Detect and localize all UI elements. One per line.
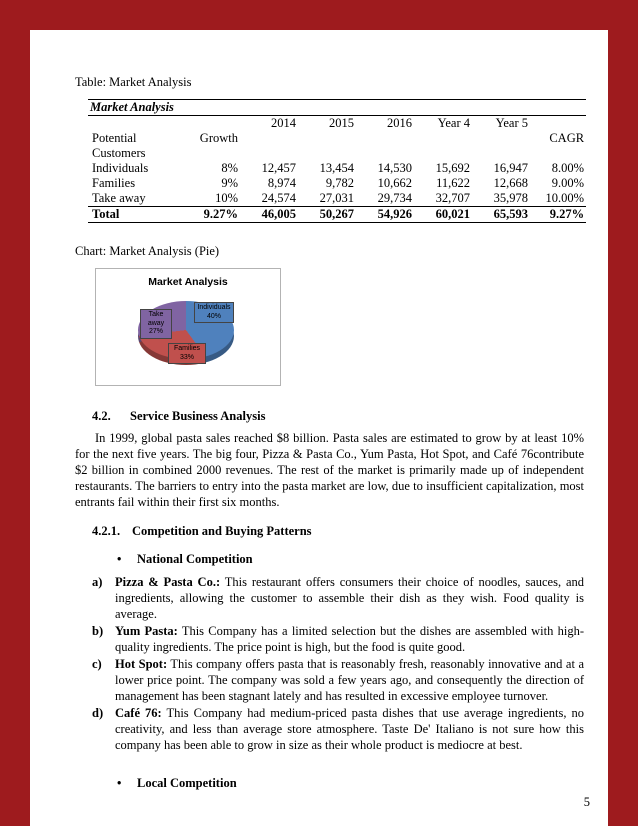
section-4-2-1-heading: 4.2.1. Competition and Buying Patterns [75, 523, 584, 539]
table-cell-growth: 8% [221, 161, 238, 175]
table-cell-value: 27,031 [319, 191, 354, 205]
table-title-row: Market Analysis [88, 99, 587, 116]
table-caption: Table: Market Analysis [75, 75, 192, 89]
slide-border-right [608, 0, 638, 826]
slide-border-left [0, 0, 30, 826]
competitor-list: a) Pizza & Pasta Co.: This restaurant of… [75, 574, 584, 753]
table-cell-growth: 9% [221, 176, 238, 190]
table-cell-empty [240, 131, 530, 161]
table-total-row: Total 9.27% 46,005 50,267 54,926 60,021 … [88, 206, 587, 223]
list-letter: d) [92, 706, 104, 720]
table-cell-label: Families [92, 176, 136, 190]
section-title: Competition and Buying Patterns [132, 524, 312, 538]
table-cell-value: 10,662 [377, 176, 412, 190]
market-analysis-table: Market Analysis 2014 2015 2016 Year 4 Ye… [88, 99, 587, 223]
table-cell-row-header: Potential Customers [88, 131, 184, 161]
table-cell-value: 8,974 [267, 176, 296, 190]
table-cell-total-value: 65,593 [472, 206, 530, 223]
table-cell-cagr: 8.00% [551, 161, 585, 175]
competitor-text: This company offers pasta that is reason… [115, 657, 584, 703]
list-letter: a) [92, 575, 103, 589]
document-page: Table: Market Analysis Market Analysis 2… [30, 30, 608, 826]
section-4-2-heading: 4.2. Service Business Analysis [75, 408, 584, 424]
slide-border-top [0, 0, 638, 30]
list-letter: c) [92, 657, 102, 671]
table-cell-year: 2014 [271, 116, 296, 130]
table-cell-value: 12,668 [493, 176, 528, 190]
table-cell-value: 9,782 [325, 176, 354, 190]
section-title: Service Business Analysis [130, 409, 266, 423]
competitor-name: Hot Spot: [115, 657, 168, 671]
competitor-text: This Company had medium-priced pasta dis… [115, 706, 585, 752]
table-cell-empty [530, 116, 586, 132]
table-cell-label: Individuals [92, 161, 149, 175]
pie-label-families: Families 33% [168, 343, 206, 364]
chart-caption: Chart: Market Analysis (Pie) [75, 244, 220, 258]
competitor-text: This restaurant offers consumers their c… [115, 575, 584, 621]
table-cell-total-value: 50,267 [298, 206, 356, 223]
table-cell-empty [88, 116, 184, 132]
list-letter: b) [92, 624, 104, 638]
table-cell-empty [184, 116, 240, 132]
table-cell-value: 29,734 [377, 191, 412, 205]
table-data-row-individuals: Individuals 8% 12,457 13,454 14,530 15,6… [88, 161, 586, 176]
table-cell-value: 11,622 [436, 176, 470, 190]
table-cell-value: 12,457 [261, 161, 296, 175]
table-cell-cagr-header: CAGR [549, 131, 585, 145]
table-cell-label: Take away [92, 191, 146, 205]
bullet-local-competition: • Local Competition [75, 775, 584, 791]
table-cell-growth-header: Growth [199, 131, 238, 145]
table-data-row-families: Families 9% 8,974 9,782 10,662 11,622 12… [88, 176, 586, 191]
competitor-name: Café 76: [115, 706, 162, 720]
table-cell-year: Year 5 [495, 116, 528, 130]
table-cell-total-label: Total [88, 206, 184, 223]
table-cell-total-value: 60,021 [414, 206, 472, 223]
table-years-row: 2014 2015 2016 Year 4 Year 5 [88, 116, 586, 132]
table-cell-total-value: 46,005 [240, 206, 298, 223]
row-header-line1: Potential [92, 131, 137, 145]
table-cell-total-cagr: 9.27% [530, 206, 587, 223]
competitor-item-d: d) Café 76: This Company had medium-pric… [75, 705, 584, 753]
table-cell-value: 24,574 [261, 191, 296, 205]
chart-title: Market Analysis [148, 276, 228, 288]
table-cell-cagr: 10.00% [545, 191, 585, 205]
competitor-text: This Company has a limited selection but… [115, 624, 584, 654]
competitor-name: Yum Pasta: [115, 624, 178, 638]
table-cell-value: 13,454 [319, 161, 354, 175]
competitor-name: Pizza & Pasta Co.: [115, 575, 221, 589]
competitor-item-a: a) Pizza & Pasta Co.: This restaurant of… [75, 574, 584, 622]
table-cell-value: 35,978 [493, 191, 528, 205]
table-cell-value: 32,707 [435, 191, 470, 205]
competitor-item-c: c) Hot Spot: This company offers pasta t… [75, 656, 584, 704]
table-cell-growth: 10% [215, 191, 238, 205]
section-number: 4.2.1. [92, 524, 121, 538]
pie-label-takeaway: Take away 27% [140, 309, 172, 339]
table-title: Market Analysis [88, 99, 587, 116]
table-cell-total-growth: 9.27% [184, 206, 240, 223]
bullet-label: Local Competition [137, 776, 237, 790]
bullet-icon: • [117, 776, 122, 790]
table-cell-value: 14,530 [377, 161, 412, 175]
table-cell-cagr: 9.00% [551, 176, 585, 190]
pie-chart: Market Analysis Individuals 40% Families… [95, 268, 281, 386]
table-cell-year: Year 4 [437, 116, 470, 130]
table-cell-value: 15,692 [435, 161, 470, 175]
page-content: Table: Market Analysis Market Analysis 2… [30, 30, 608, 791]
table-header-row: Potential Customers Growth CAGR [88, 131, 586, 161]
row-header-line2: Customers [92, 146, 146, 160]
table-cell-year: 2016 [387, 116, 412, 130]
competitor-item-b: b) Yum Pasta: This Company has a limited… [75, 623, 584, 655]
bullet-label: National Competition [137, 552, 253, 566]
bullet-icon: • [117, 552, 122, 566]
table-data-row-takeaway: Take away 10% 24,574 27,031 29,734 32,70… [88, 191, 586, 207]
table-cell-year: 2015 [329, 116, 354, 130]
page-number: 5 [583, 795, 590, 809]
intro-paragraph: In 1999, global pasta sales reached $8 b… [75, 431, 584, 509]
pie-label-individuals: Individuals 40% [194, 302, 234, 323]
table-cell-total-value: 54,926 [356, 206, 414, 223]
section-number: 4.2. [92, 409, 111, 423]
table-cell-value: 16,947 [493, 161, 528, 175]
bullet-national-competition: • National Competition [75, 551, 584, 567]
